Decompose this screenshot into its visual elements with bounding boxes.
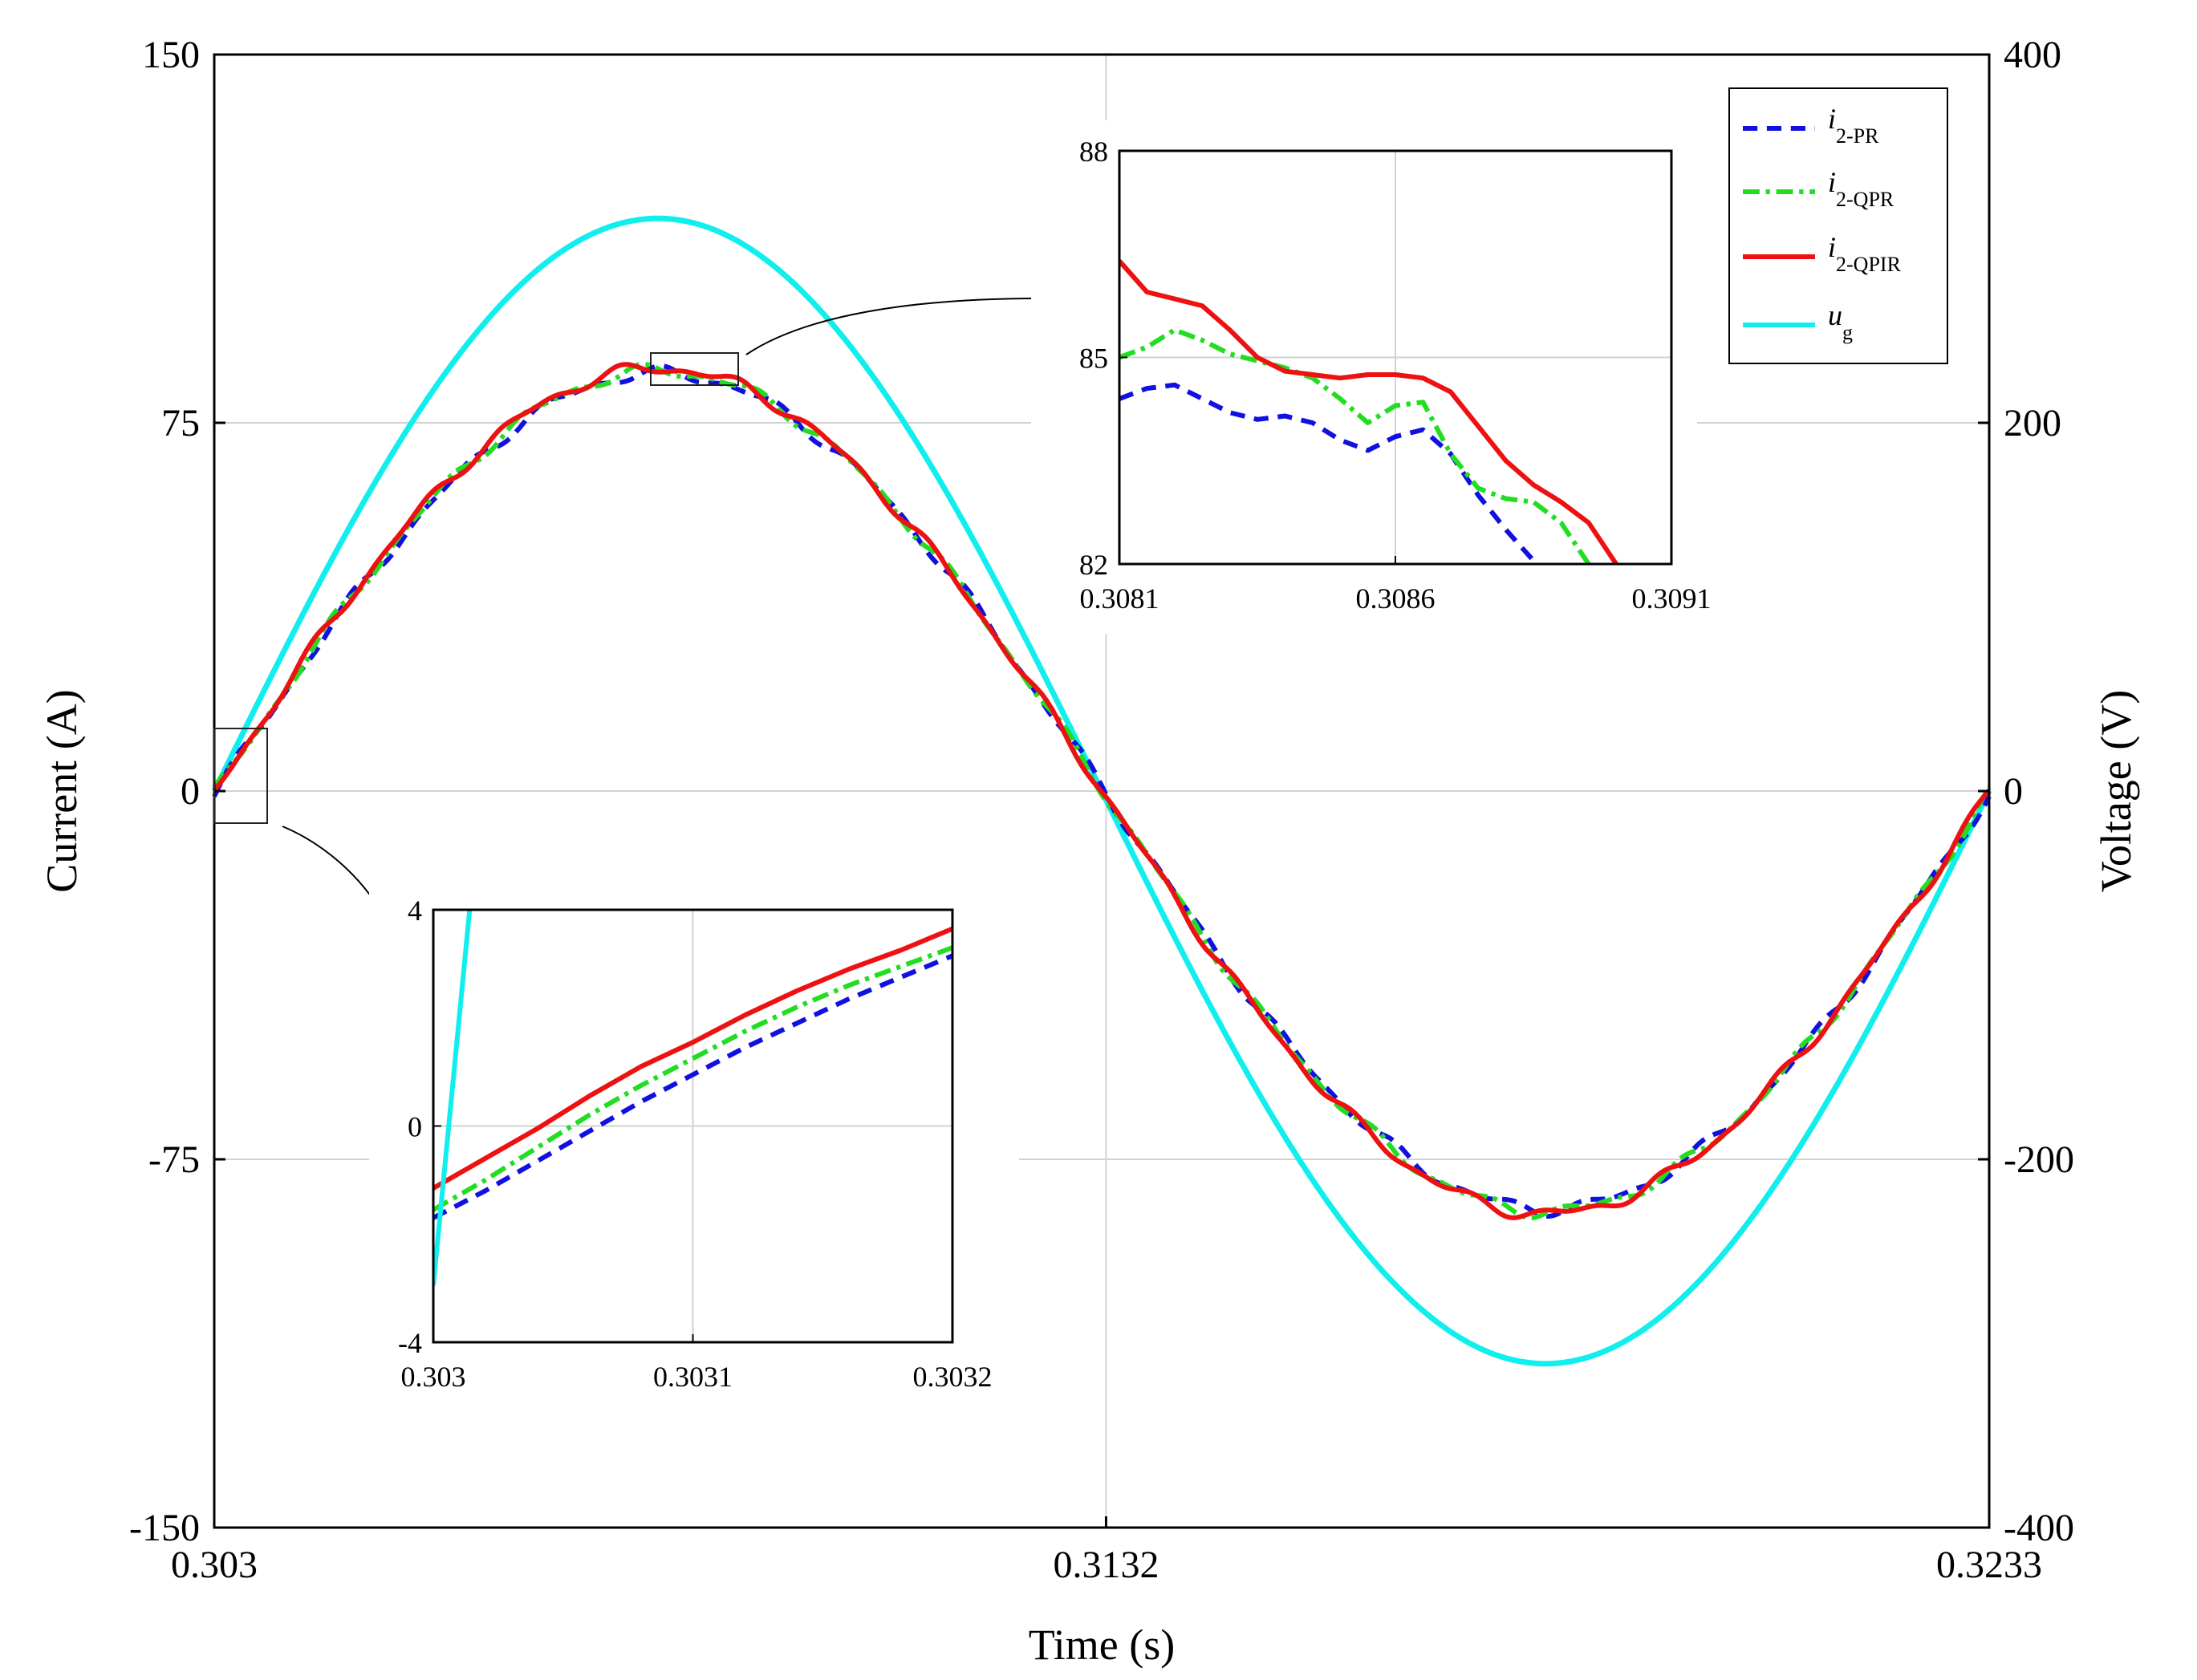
legend-label-ug: ug <box>1828 299 1853 344</box>
y-axis-left-title: Current (A) <box>38 689 86 892</box>
legend-box <box>1728 87 1948 364</box>
inset-bottom-ytick-label: 0 <box>408 1111 422 1143</box>
inset-top-series-i2-pr <box>1119 382 1536 562</box>
inset-bottom-series-i2-qpir <box>433 926 952 1191</box>
inset-top-ytick-label: 85 <box>1079 343 1108 375</box>
inset-bottom-series-group <box>433 910 952 1286</box>
inset-bottom-xtick-label: 0.3031 <box>653 1361 733 1393</box>
main-ytick-right-label: -400 <box>2004 1507 2074 1549</box>
inset-top-xtick-label: 0.3086 <box>1356 582 1436 615</box>
inset-top-series-i2-qpir <box>1119 259 1618 564</box>
main-ticks: 0.303 0.3132 0.3233 -150 -75 0 75 150 -400 -200 0 2… <box>129 34 2074 1586</box>
inset-top-ticks: 0.3081 0.3086 0.3091 82 85 88 <box>1079 136 1712 615</box>
main-series-group <box>211 215 1992 1367</box>
legend-label-i2-qpir: i2-QPIR <box>1828 231 1902 276</box>
inset-top-series-i2-qpr <box>1119 327 1591 564</box>
main-ytick-right-label: 400 <box>2004 34 2061 76</box>
inset-bottom-series-i2-qpr <box>433 945 952 1212</box>
inset-bottom-series-ug <box>433 910 473 1286</box>
main-ytick-left-label: -150 <box>129 1507 200 1549</box>
main-ytick-left-label: 150 <box>142 34 200 76</box>
inset-top-xtick-label: 0.3091 <box>1632 582 1712 615</box>
inset-bottom-ytick-label: -4 <box>398 1327 422 1359</box>
inset-top-series-clip <box>1119 259 1618 564</box>
legend-item: ug <box>1743 299 1853 344</box>
legend-label-i2-pr: i2-PR <box>1828 103 1879 148</box>
x-axis-title: Time (s) <box>1029 1621 1176 1669</box>
legend-item: i2-PR <box>1743 103 1879 148</box>
inset-bottom-ytick-label: 4 <box>408 895 422 927</box>
inset-bottom-series-clip <box>433 910 952 1286</box>
main-series-i2-pr <box>212 363 1992 1219</box>
inset-top-ytick-label: 82 <box>1079 549 1108 581</box>
legend-label-i2-qpr: i2-QPR <box>1828 166 1894 211</box>
legend-item: i2-QPIR <box>1743 231 1902 276</box>
legend-item: i2-QPR <box>1743 166 1894 211</box>
main-xtick-label: 0.3233 <box>1936 1544 2042 1586</box>
inset-top-series-group <box>1119 259 1618 564</box>
main-ytick-right-label: -200 <box>2004 1138 2074 1181</box>
inset-bottom-xtick-label: 0.3032 <box>913 1361 993 1393</box>
zoom-arrow-top <box>745 297 1060 355</box>
inset-bottom-ticks: 0.303 0.3031 0.3032 -4 0 4 <box>398 895 993 1393</box>
main-ytick-left-label: 75 <box>161 402 200 444</box>
main-ytick-left-label: -75 <box>148 1138 200 1181</box>
zoom-window-top <box>650 352 739 386</box>
main-ytick-right-label: 0 <box>2004 770 2023 813</box>
zoom-window-bottom <box>213 728 268 824</box>
legend: i2-PR i2-QPR i2-QPIR ug <box>1728 87 1948 364</box>
main-xtick-label: 0.3132 <box>1053 1544 1159 1586</box>
main-ytick-right-label: 200 <box>2004 402 2061 444</box>
inset-top-xtick-label: 0.3081 <box>1080 582 1159 615</box>
main-ytick-left-label: 0 <box>181 770 200 813</box>
inset-bottom-xtick-label: 0.303 <box>401 1361 466 1393</box>
inset-bottom-series-i2-pr <box>433 953 952 1220</box>
inset-top-ytick-label: 88 <box>1079 136 1108 168</box>
main-xtick-label: 0.303 <box>171 1544 258 1586</box>
main-series-i2-qpir <box>212 362 1992 1220</box>
y-axis-right-title: Voltage (V) <box>2092 690 2140 892</box>
